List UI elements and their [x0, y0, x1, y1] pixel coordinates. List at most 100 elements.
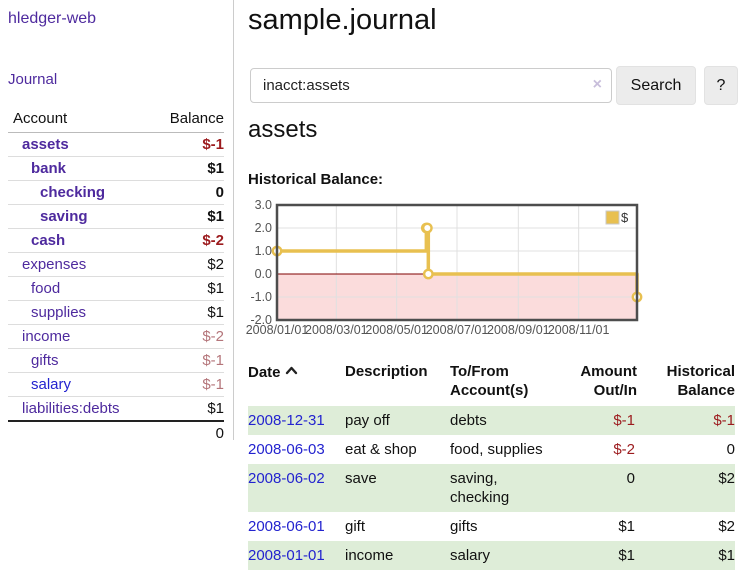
main-content: sample.journal × Search ? assets Histori… — [246, 0, 742, 582]
transaction-date-link[interactable]: 2008-06-02 — [248, 470, 325, 487]
account-cell: cash — [8, 228, 154, 253]
account-balance: $-1 — [153, 132, 224, 157]
accounts-header-account: Account — [8, 106, 154, 133]
account-balance: $-2 — [153, 324, 224, 349]
chart-legend-label: $ — [621, 210, 629, 225]
account-row: checking 0 — [8, 180, 224, 205]
search-input[interactable] — [250, 68, 612, 103]
page-title: sample.journal — [248, 4, 437, 36]
chart-xtick-label: 2008/05/01 — [365, 323, 428, 337]
account-link-supplies[interactable]: supplies — [31, 304, 87, 321]
account-link-cash[interactable]: cash — [31, 232, 66, 249]
account-link-gifts[interactable]: gifts — [31, 352, 59, 369]
register-accounts-cell: gifts — [450, 518, 478, 535]
account-link-expenses[interactable]: expenses — [22, 256, 87, 273]
account-heading: assets — [248, 116, 318, 143]
register-date-cell: 2008-06-01 — [248, 512, 345, 541]
account-row: bank $1 — [8, 156, 224, 181]
chart-xtick-label: 2008/01/01 — [246, 323, 309, 337]
register-date-cell: 2008-06-02 — [248, 464, 345, 512]
clear-search-icon[interactable]: × — [592, 76, 602, 93]
chart-xtick-label: 2008/11/01 — [548, 323, 610, 337]
account-balance: $-1 — [153, 348, 224, 373]
register-date-cell: 2008-01-01 — [248, 541, 345, 570]
register-amount-cell: $1 — [618, 547, 635, 564]
account-cell: income — [8, 324, 154, 349]
register-header-date[interactable]: Date — [248, 358, 345, 406]
account-link-salary[interactable]: salary — [31, 376, 72, 393]
transaction-date-link[interactable]: 2008-12-31 — [248, 412, 325, 429]
register-header-date-label: Date — [248, 364, 281, 381]
register-balance-cell: $1 — [718, 547, 735, 564]
account-row: income $-2 — [8, 324, 224, 349]
balance-chart: $3.0 2.0 1.0 0.0 -1.0 -2.0 2008/01/01 2008/03/0… — [246, 198, 648, 343]
account-link-bank[interactable]: bank — [31, 160, 67, 177]
accounts-tbody: assets $-1 bank $1 checking 0 saving $1 cash $-2 e… — [8, 132, 224, 422]
account-balance: $1 — [153, 276, 224, 301]
account-row: expenses $2 — [8, 252, 224, 277]
register-date-cell: 2008-12-31 — [248, 406, 345, 435]
register-table: Date Description To/From Account(s) Amou… — [248, 358, 735, 570]
accounts-total-spacer — [8, 420, 154, 445]
accounts-table: Account Balance assets $-1 bank $1 checking 0… — [8, 106, 224, 445]
register-balance-cell: $2 — [718, 470, 735, 487]
search-input-wrap: × — [250, 68, 612, 103]
account-link-liabilities:debts[interactable]: liabilities:debts — [22, 400, 120, 417]
account-cell: liabilities:debts — [8, 396, 154, 422]
chart-ytick-label: 3.0 — [255, 198, 272, 212]
chart-data-point — [422, 268, 434, 280]
register-balance-cell: $2 — [718, 518, 735, 535]
register-header-accounts: To/From Account(s) — [450, 363, 529, 399]
sidebar-divider — [233, 0, 234, 440]
register-description-cell: gift — [345, 518, 366, 535]
register-description-cell: pay off — [345, 412, 390, 429]
account-link-checking[interactable]: checking — [40, 184, 106, 201]
register-header-row: Date Description To/From Account(s) Amou… — [248, 358, 735, 406]
chart-ytick-label: -1.0 — [250, 290, 272, 304]
register-tbody: 2008-12-31 pay off debts $-1 $-1 2008-06-03 ea… — [248, 406, 735, 570]
register-accounts-cell: saving, checking — [450, 470, 510, 506]
account-link-income[interactable]: income — [22, 328, 71, 345]
register-row: 2008-06-01 gift gifts $1 $2 — [248, 512, 735, 541]
chart-legend-swatch — [605, 210, 620, 225]
chart-ytick-label: 0.0 — [255, 267, 272, 281]
account-link-saving[interactable]: saving — [40, 208, 88, 225]
accounts-total-value: 0 — [153, 420, 224, 445]
search-form: × Search ? — [248, 66, 742, 105]
accounts-total-row: 0 — [8, 420, 224, 445]
transaction-date-link[interactable]: 2008-06-03 — [248, 441, 325, 458]
chart-xtick-label: 2008/03/01 — [305, 323, 368, 337]
account-balance: $1 — [153, 396, 224, 422]
transaction-date-link[interactable]: 2008-01-01 — [248, 547, 325, 564]
account-balance: 0 — [153, 180, 224, 205]
register-accounts-cell: food, supplies — [450, 441, 543, 458]
search-button[interactable]: Search — [616, 66, 696, 105]
app-title-link[interactable]: hledger-web — [8, 10, 97, 27]
chart-ytick-label: 2.0 — [255, 221, 272, 235]
account-row: cash $-2 — [8, 228, 224, 253]
chart-border — [275, 203, 639, 322]
account-cell: checking — [8, 180, 154, 205]
register-amount-cell: $-2 — [613, 441, 635, 458]
register-description-cell: save — [345, 470, 377, 487]
sidebar-item-journal[interactable]: Journal — [8, 71, 58, 88]
account-cell: expenses — [8, 252, 154, 277]
register-header-balance: Historical Balance — [666, 363, 735, 399]
chart-xtick-label: 2008/09/01 — [487, 323, 550, 337]
account-cell: bank — [8, 156, 154, 181]
account-link-food[interactable]: food — [31, 280, 61, 297]
account-balance: $-2 — [153, 228, 224, 253]
sort-ascending-icon — [285, 362, 298, 381]
account-row: saving $1 — [8, 204, 224, 229]
account-link-assets[interactable]: assets — [22, 136, 69, 153]
account-cell: salary — [8, 372, 154, 397]
account-cell: saving — [8, 204, 154, 229]
register-balance-cell: 0 — [726, 441, 735, 458]
register-row: 2008-01-01 income salary $1 $1 — [248, 541, 735, 570]
register-header-amount: Amount Out/In — [580, 363, 637, 399]
account-cell: assets — [8, 132, 154, 157]
transaction-date-link[interactable]: 2008-06-01 — [248, 518, 325, 535]
account-balance: $1 — [153, 300, 224, 325]
register-accounts-cell: debts — [450, 412, 487, 429]
help-button[interactable]: ? — [704, 66, 738, 105]
